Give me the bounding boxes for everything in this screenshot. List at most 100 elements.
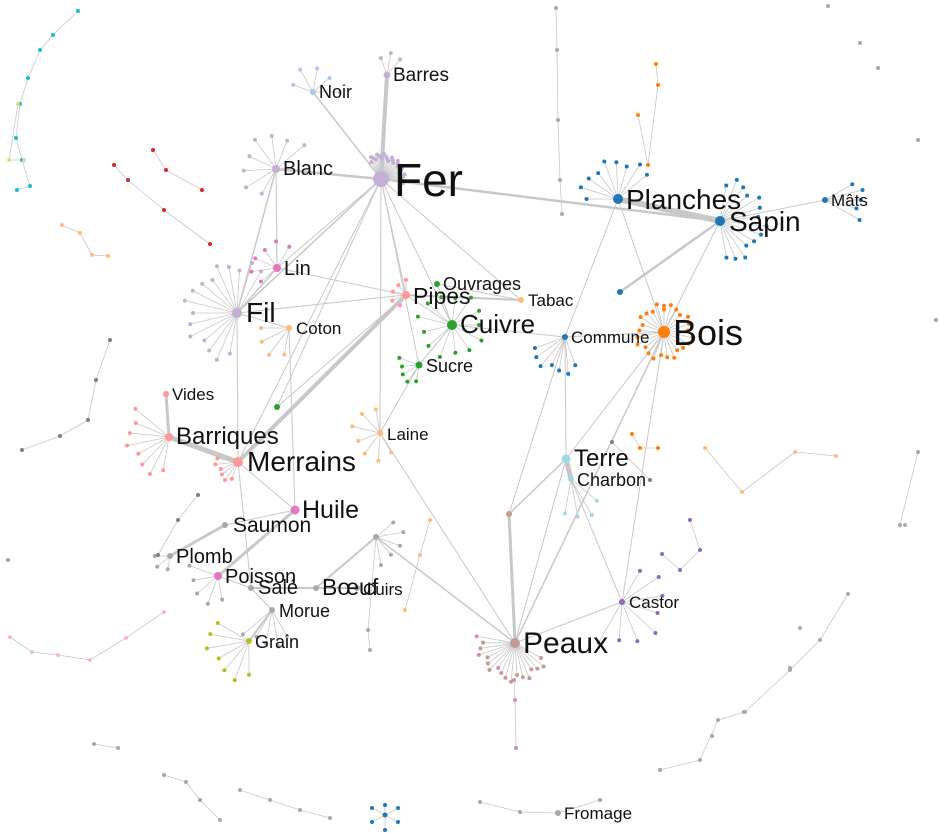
graph-node[interactable]	[656, 446, 660, 450]
graph-node[interactable]	[477, 308, 482, 313]
label-laine[interactable]: Laine	[387, 425, 429, 444]
graph-node[interactable]	[196, 493, 200, 497]
label-planches[interactable]: Planches	[626, 184, 741, 215]
graph-node[interactable]	[15, 188, 19, 192]
graph-node[interactable]	[58, 434, 62, 438]
label-barres[interactable]: Barres	[393, 65, 449, 86]
graph-node[interactable]	[566, 371, 571, 376]
graph-node[interactable]	[619, 599, 625, 605]
graph-node[interactable]	[232, 678, 237, 683]
label-commune[interactable]: Commune	[571, 328, 649, 347]
graph-node[interactable]	[560, 212, 564, 216]
graph-node[interactable]	[846, 592, 850, 596]
graph-node[interactable]	[378, 56, 383, 61]
graph-node[interactable]	[60, 223, 64, 227]
graph-node[interactable]	[602, 159, 607, 164]
graph-node[interactable]	[403, 608, 407, 612]
graph-node[interactable]	[164, 168, 168, 172]
graph-node[interactable]	[575, 514, 580, 519]
graph-node[interactable]	[650, 309, 655, 314]
graph-node[interactable]	[653, 631, 658, 636]
graph-node[interactable]	[210, 277, 215, 282]
graph-node[interactable]	[86, 418, 90, 422]
graph-node[interactable]	[30, 650, 34, 654]
graph-node[interactable]	[267, 352, 272, 357]
graph-node[interactable]	[379, 156, 384, 161]
graph-node[interactable]	[740, 490, 744, 494]
graph-node[interactable]	[636, 113, 640, 117]
graph-node[interactable]	[638, 162, 643, 167]
graph-node[interactable]	[643, 345, 648, 350]
graph-node[interactable]	[258, 279, 263, 284]
label-barriques[interactable]: Barriques	[176, 423, 279, 450]
graph-node[interactable]	[373, 407, 378, 412]
graph-node[interactable]	[698, 758, 702, 762]
graph-node[interactable]	[822, 197, 828, 203]
graph-node[interactable]	[425, 301, 430, 306]
graph-node[interactable]	[586, 176, 591, 181]
graph-node[interactable]	[818, 638, 822, 642]
graph-node[interactable]	[499, 670, 504, 675]
graph-node[interactable]	[269, 134, 274, 139]
graph-node[interactable]	[220, 597, 225, 602]
graph-node[interactable]	[78, 231, 82, 235]
graph-node[interactable]	[315, 66, 320, 71]
graph-node[interactable]	[660, 593, 665, 598]
graph-node[interactable]	[219, 472, 224, 477]
graph-node[interactable]	[598, 798, 602, 802]
graph-node[interactable]	[383, 803, 387, 807]
graph-node[interactable]	[16, 102, 20, 106]
graph-node[interactable]	[437, 354, 442, 359]
graph-node[interactable]	[264, 641, 269, 646]
graph-node[interactable]	[124, 636, 128, 640]
graph-node[interactable]	[527, 676, 532, 681]
graph-node[interactable]	[640, 323, 645, 328]
graph-node[interactable]	[191, 311, 195, 315]
label-cuirs[interactable]: Cuirs	[363, 580, 403, 599]
label-saumon[interactable]: Saumon	[233, 514, 311, 537]
graph-node[interactable]	[658, 768, 662, 772]
graph-node[interactable]	[659, 353, 664, 358]
graph-node[interactable]	[710, 734, 714, 738]
graph-node[interactable]	[162, 773, 166, 777]
graph-node[interactable]	[51, 33, 55, 37]
graph-node[interactable]	[56, 653, 60, 657]
graph-node[interactable]	[716, 718, 720, 722]
graph-node[interactable]	[369, 160, 374, 165]
graph-node[interactable]	[568, 476, 574, 482]
label-castor[interactable]: Castor	[629, 593, 679, 612]
graph-node[interactable]	[400, 372, 405, 377]
graph-node[interactable]	[594, 498, 599, 503]
graph-node[interactable]	[554, 6, 558, 10]
graph-node[interactable]	[127, 431, 132, 436]
graph-node[interactable]	[415, 361, 423, 369]
graph-node[interactable]	[187, 563, 192, 568]
graph-node[interactable]	[662, 303, 666, 308]
graph-node[interactable]	[876, 66, 880, 70]
graph-node[interactable]	[418, 553, 422, 557]
graph-node[interactable]	[405, 379, 410, 384]
graph-node[interactable]	[397, 355, 402, 360]
graph-node[interactable]	[226, 264, 231, 269]
graph-node[interactable]	[513, 698, 517, 702]
graph-node[interactable]	[383, 71, 391, 79]
label-fil[interactable]: Fil	[246, 297, 276, 328]
graph-node[interactable]	[529, 667, 534, 672]
label-ouvrages[interactable]: Ouvrages	[443, 274, 521, 294]
graph-node[interactable]	[269, 607, 275, 613]
label-huile[interactable]: Huile	[302, 496, 359, 524]
graph-node[interactable]	[764, 224, 769, 229]
graph-node[interactable]	[662, 307, 666, 312]
graph-node[interactable]	[254, 634, 259, 639]
graph-node[interactable]	[310, 89, 316, 95]
graph-node[interactable]	[248, 585, 254, 591]
graph-node[interactable]	[259, 191, 264, 196]
graph-node[interactable]	[395, 164, 400, 169]
graph-node[interactable]	[512, 678, 516, 682]
graph-node[interactable]	[272, 165, 280, 173]
graph-node[interactable]	[744, 243, 749, 248]
graph-node[interactable]	[163, 391, 169, 397]
graph-node[interactable]	[313, 585, 319, 591]
graph-node[interactable]	[391, 520, 396, 525]
graph-node[interactable]	[479, 338, 484, 343]
